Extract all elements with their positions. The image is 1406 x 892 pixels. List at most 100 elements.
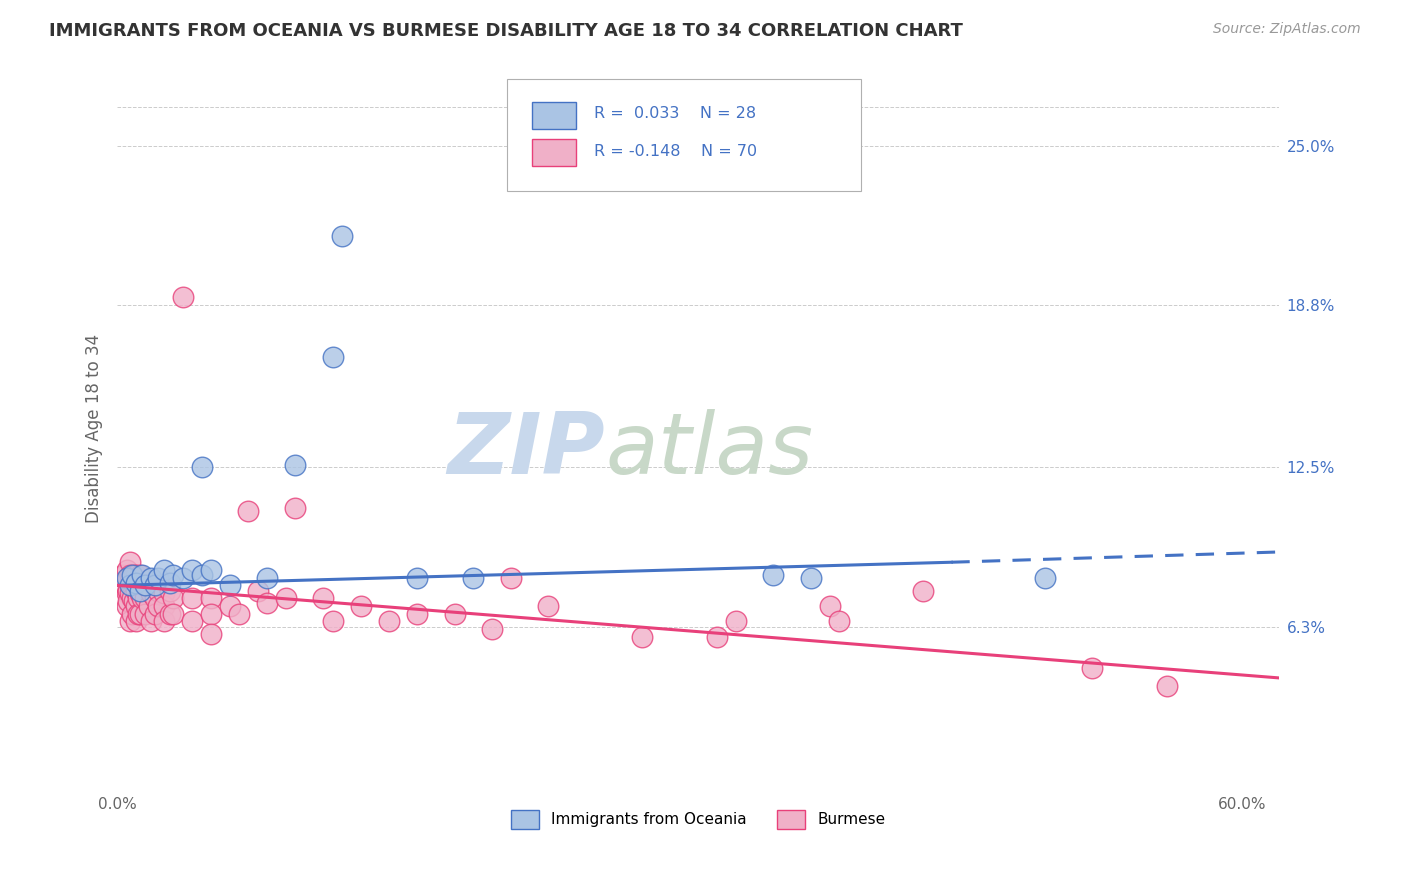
Point: [463, 571, 485, 585]
Point: [706, 630, 728, 644]
Point: [143, 607, 166, 621]
Point: [117, 583, 139, 598]
Point: [406, 571, 429, 585]
Point: [120, 568, 142, 582]
Point: [115, 586, 138, 600]
Point: [256, 571, 278, 585]
Point: [818, 599, 841, 613]
Point: [246, 583, 269, 598]
Point: [190, 460, 212, 475]
Point: [131, 578, 153, 592]
Point: [312, 591, 335, 606]
Point: [284, 458, 307, 472]
Point: [143, 578, 166, 592]
Point: [481, 622, 503, 636]
Point: [134, 578, 156, 592]
Point: [139, 586, 162, 600]
Point: [1081, 661, 1104, 675]
Point: [121, 607, 143, 621]
Point: [762, 568, 785, 582]
Point: [122, 594, 145, 608]
Point: [181, 615, 204, 629]
Point: [153, 615, 176, 629]
Point: [114, 578, 136, 592]
Point: [159, 607, 181, 621]
Text: Source: ZipAtlas.com: Source: ZipAtlas.com: [1213, 22, 1361, 37]
Point: [200, 627, 222, 641]
Text: R = -0.148    N = 70: R = -0.148 N = 70: [593, 144, 756, 159]
Point: [139, 571, 162, 585]
Point: [200, 563, 222, 577]
Point: [330, 228, 353, 243]
Point: [162, 591, 184, 606]
Text: R =  0.033    N = 28: R = 0.033 N = 28: [593, 106, 756, 121]
FancyBboxPatch shape: [531, 102, 576, 129]
Point: [912, 583, 935, 598]
Point: [122, 568, 145, 582]
Point: [128, 586, 150, 600]
Point: [256, 596, 278, 610]
Point: [162, 568, 184, 582]
Point: [111, 568, 134, 582]
Point: [172, 571, 194, 585]
Point: [128, 568, 150, 582]
Point: [148, 571, 170, 585]
Point: [115, 571, 138, 585]
Point: [121, 568, 143, 582]
FancyBboxPatch shape: [506, 79, 860, 191]
Point: [117, 594, 139, 608]
Point: [350, 599, 373, 613]
Point: [120, 586, 142, 600]
Point: [125, 599, 148, 613]
Point: [724, 615, 747, 629]
Legend: Immigrants from Oceania, Burmese: Immigrants from Oceania, Burmese: [505, 804, 891, 835]
Point: [139, 615, 162, 629]
Point: [115, 563, 138, 577]
Point: [127, 578, 149, 592]
Point: [125, 575, 148, 590]
Point: [181, 563, 204, 577]
Point: [1156, 679, 1178, 693]
Point: [378, 615, 401, 629]
Point: [134, 578, 156, 592]
Point: [443, 607, 465, 621]
Point: [120, 615, 142, 629]
Point: [153, 586, 176, 600]
Point: [322, 350, 344, 364]
Point: [159, 575, 181, 590]
Point: [238, 504, 260, 518]
Point: [138, 578, 160, 592]
Point: [121, 578, 143, 592]
Point: [148, 583, 170, 598]
Point: [117, 571, 139, 585]
Point: [134, 607, 156, 621]
Point: [138, 599, 160, 613]
Point: [125, 583, 148, 598]
Point: [122, 578, 145, 592]
Point: [148, 599, 170, 613]
Point: [121, 591, 143, 606]
Point: [181, 591, 204, 606]
Point: [406, 607, 429, 621]
Point: [322, 615, 344, 629]
Point: [120, 555, 142, 569]
Text: ZIP: ZIP: [447, 409, 606, 491]
FancyBboxPatch shape: [531, 139, 576, 167]
Point: [218, 599, 240, 613]
Point: [128, 607, 150, 621]
Point: [131, 568, 153, 582]
Point: [218, 578, 240, 592]
Point: [127, 607, 149, 621]
Point: [134, 591, 156, 606]
Point: [200, 591, 222, 606]
Point: [159, 583, 181, 598]
Point: [537, 599, 560, 613]
Point: [200, 607, 222, 621]
Point: [143, 591, 166, 606]
Point: [828, 615, 851, 629]
Point: [228, 607, 250, 621]
Point: [128, 583, 150, 598]
Point: [127, 591, 149, 606]
Point: [115, 599, 138, 613]
Point: [631, 630, 654, 644]
